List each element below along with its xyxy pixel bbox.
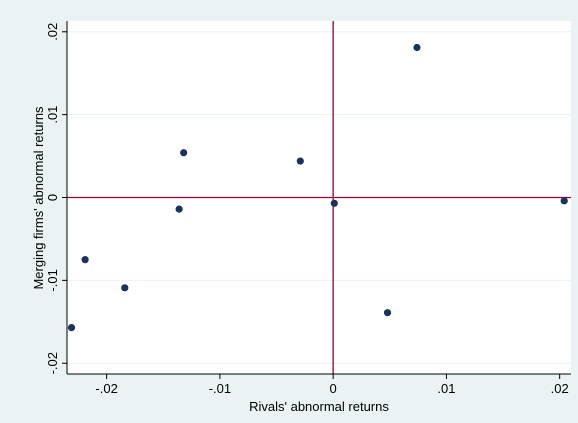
x-tick-label: .02 xyxy=(551,381,569,396)
x-tick-label: -.01 xyxy=(209,381,231,396)
data-point xyxy=(384,309,391,316)
y-tick-label: -.02 xyxy=(45,352,60,374)
data-point xyxy=(331,200,338,207)
y-tick-label: .02 xyxy=(45,23,60,41)
data-point xyxy=(297,157,304,164)
x-tick-label: 0 xyxy=(330,381,337,396)
y-tick-label: -.01 xyxy=(45,269,60,291)
data-point xyxy=(121,284,128,291)
y-tick-label: .01 xyxy=(45,106,60,124)
data-point xyxy=(82,256,89,263)
data-point xyxy=(180,149,187,156)
x-tick-label: .01 xyxy=(437,381,455,396)
y-tick-label: 0 xyxy=(45,194,60,201)
data-point xyxy=(561,197,568,204)
x-axis-title: Rivals' abnormal returns xyxy=(249,399,389,414)
y-axis-title: Merging firms' abnormal returns xyxy=(31,106,46,290)
data-point xyxy=(68,324,75,331)
data-point xyxy=(176,206,183,213)
data-point xyxy=(413,44,420,51)
x-tick-label: -.02 xyxy=(95,381,117,396)
